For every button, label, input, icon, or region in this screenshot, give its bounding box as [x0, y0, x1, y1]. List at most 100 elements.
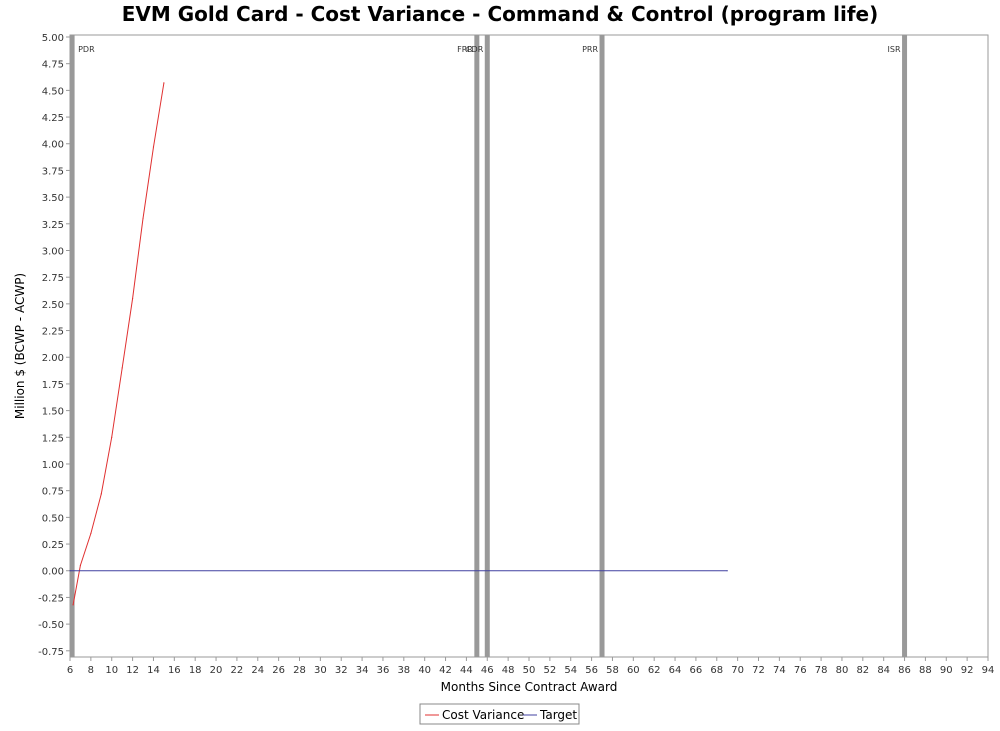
y-tick-label: 2.00	[42, 353, 64, 364]
data-point	[142, 217, 144, 220]
x-tick-label: 66	[690, 665, 703, 676]
x-tick-label: 10	[105, 665, 118, 676]
y-tick-label: 1.00	[42, 460, 64, 471]
series-line-cost-variance	[72, 82, 165, 605]
x-tick-label: 92	[961, 665, 974, 676]
y-tick-label: 4.00	[42, 140, 64, 151]
x-axis-label: Months Since Contract Award	[441, 680, 618, 694]
x-tick-label: 78	[815, 665, 828, 676]
y-tick-label: 0.50	[42, 513, 64, 524]
y-tick-label: 5.00	[42, 33, 64, 44]
milestone-label: FRR	[457, 45, 473, 54]
x-tick-label: 68	[710, 665, 723, 676]
x-tick-label: 86	[898, 665, 911, 676]
x-tick-label: 46	[481, 665, 494, 676]
milestone-label: CDR	[466, 45, 484, 54]
x-tick-label: 30	[314, 665, 327, 676]
legend: Cost Variance Target	[419, 703, 580, 725]
data-point	[72, 604, 74, 606]
milestone-label: PRR	[582, 45, 598, 54]
x-tick-label: 88	[919, 665, 932, 676]
x-tick-label: 24	[251, 665, 264, 676]
data-point	[131, 297, 134, 300]
x-tick-label: 34	[356, 665, 369, 676]
x-tick-label: 20	[210, 665, 223, 676]
x-tick-label: 28	[293, 665, 306, 676]
y-axis-label: Million $ (BCWP - ACWP)	[13, 273, 27, 419]
x-tick-label: 70	[731, 665, 744, 676]
y-tick-label: 1.25	[42, 433, 64, 444]
y-tick-label: -0.25	[38, 593, 64, 604]
x-tick-label: 54	[564, 665, 577, 676]
chart-title: EVM Gold Card - Cost Variance - Command …	[122, 2, 879, 26]
y-tick-label: 1.75	[42, 380, 64, 391]
x-tick-label: 60	[627, 665, 640, 676]
plot-area	[69, 34, 989, 658]
x-tick-label: 48	[502, 665, 515, 676]
x-tick-label: 52	[543, 665, 556, 676]
x-axis: 6 8 10 12 14 16 18 20 22 24 26 28 30 32 34 36 38 40 42 44 46…	[67, 657, 995, 676]
x-tick-label: 22	[231, 665, 244, 676]
y-tick-label: 1.50	[42, 407, 64, 418]
y-tick-label: -0.50	[38, 620, 64, 631]
milestone-label: PDR	[78, 45, 95, 54]
x-tick-label: 62	[648, 665, 661, 676]
data-point	[69, 570, 71, 572]
y-tick-label: 2.25	[42, 327, 64, 338]
y-tick-label: 0.00	[42, 567, 64, 578]
x-tick-label: 84	[877, 665, 890, 676]
legend-label: Cost Variance	[442, 708, 524, 722]
x-tick-label: 76	[794, 665, 807, 676]
x-tick-label: 42	[439, 665, 452, 676]
data-point	[100, 493, 102, 495]
x-tick-label: 56	[585, 665, 598, 676]
x-tick-label: 64	[669, 665, 682, 676]
data-point	[79, 564, 82, 566]
legend-box	[419, 703, 580, 725]
y-tick-label: -0.75	[38, 647, 64, 658]
milestone-label: ISR	[888, 45, 901, 54]
x-tick-label: 72	[752, 665, 765, 676]
y-tick-label: 4.25	[42, 113, 64, 124]
y-tick-label: 4.75	[42, 60, 64, 71]
x-tick-label: 18	[189, 665, 202, 676]
x-tick-label: 26	[272, 665, 285, 676]
x-tick-label: 82	[856, 665, 869, 676]
data-point	[111, 436, 113, 438]
data-point	[163, 82, 165, 84]
x-tick-label: 40	[418, 665, 431, 676]
y-tick-label: 3.75	[42, 166, 64, 177]
legend-label: Target	[539, 708, 577, 722]
x-tick-label: 80	[836, 665, 849, 676]
x-tick-label: 94	[982, 665, 995, 676]
x-tick-label: 74	[773, 665, 786, 676]
y-tick-label: 2.50	[42, 300, 64, 311]
x-tick-label: 38	[397, 665, 410, 676]
data-point	[90, 532, 92, 534]
x-tick-label: 12	[126, 665, 139, 676]
series-layer	[69, 82, 728, 606]
y-tick-label: 2.75	[42, 273, 64, 284]
y-tick-label: 0.25	[42, 540, 64, 551]
x-tick-label: 32	[335, 665, 348, 676]
y-tick-label: 3.25	[42, 220, 64, 231]
y-tick-label: 3.00	[42, 246, 64, 257]
x-tick-label: 8	[88, 665, 94, 676]
x-tick-label: 14	[147, 665, 160, 676]
x-tick-label: 36	[377, 665, 390, 676]
data-point	[152, 146, 155, 148]
y-axis: 5.00 4.75 4.50 4.25 4.00 3.75 3.50 3.25 3.00 2.75…	[38, 33, 70, 658]
x-tick-label: 58	[606, 665, 619, 676]
x-tick-label: 50	[523, 665, 536, 676]
x-tick-label: 16	[168, 665, 181, 676]
y-tick-label: 0.75	[42, 487, 64, 498]
y-tick-label: 3.50	[42, 193, 64, 204]
x-tick-label: 90	[940, 665, 953, 676]
x-tick-label: 6	[67, 665, 73, 676]
data-point	[121, 367, 123, 369]
y-tick-label: 4.50	[42, 86, 64, 97]
data-point	[726, 570, 728, 572]
